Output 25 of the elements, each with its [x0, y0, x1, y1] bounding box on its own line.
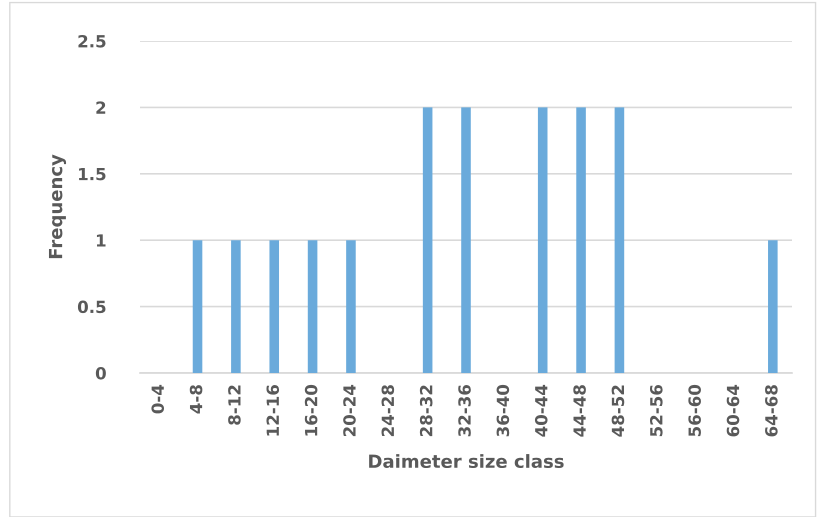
- x-tick-label: 52-56: [650, 385, 663, 436]
- x-tick-label: 12-16: [266, 385, 280, 436]
- x-tick-label: 20-24: [343, 384, 356, 436]
- x-tick-label: 8-12: [228, 386, 241, 425]
- x-tick-label: 36-40: [496, 384, 510, 436]
- x-tick-label: 0-4: [151, 384, 164, 414]
- x-axis-title: Daimeter size class: [369, 454, 564, 468]
- x-tick-label: 56-60: [688, 384, 701, 436]
- x-tick-label: 60-64: [726, 384, 740, 436]
- y-tick-label: 1: [96, 234, 106, 247]
- y-tick-label: 2.5: [78, 34, 106, 48]
- x-tick-label: 24-28: [382, 385, 394, 436]
- y-tick-label: 0.5: [78, 300, 106, 314]
- x-tick-label: 48-52: [612, 386, 624, 437]
- x-tick-label: 16-20: [304, 384, 318, 436]
- y-axis-title: Frequency: [48, 154, 66, 258]
- x-tick-label: 40-44: [534, 384, 548, 437]
- x-tick-label: 28-32: [420, 386, 432, 436]
- y-tick-label: 2: [96, 101, 106, 114]
- x-tick-label: 64-68: [765, 385, 778, 436]
- y-tick-label: 1.5: [79, 168, 106, 180]
- x-tick-label: 4-8: [190, 385, 202, 414]
- x-tick-label: 32-36: [458, 385, 471, 436]
- x-tick-label: 44-48: [573, 385, 586, 437]
- y-tick-label: 0: [96, 366, 106, 380]
